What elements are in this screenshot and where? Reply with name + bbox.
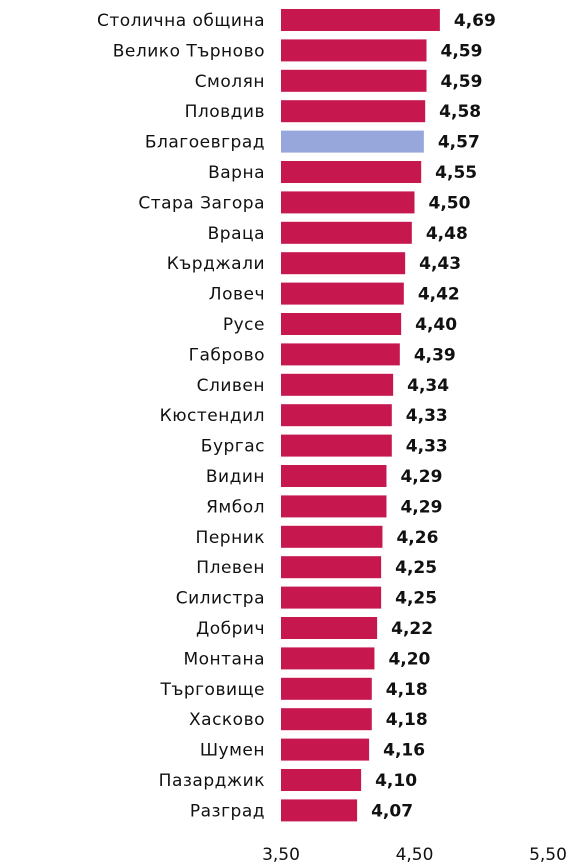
- bar: [281, 161, 422, 183]
- value-label: 4,26: [396, 528, 438, 548]
- bar: [281, 343, 400, 366]
- category-label: Стара Загора: [138, 193, 265, 213]
- category-label: Кюстендил: [160, 406, 265, 426]
- category-label: Смолян: [195, 72, 265, 92]
- category-label: Монтана: [183, 649, 265, 669]
- category-label: Шумен: [200, 741, 265, 761]
- bar: [281, 282, 404, 305]
- category-label: Ямбол: [206, 497, 265, 517]
- bar: [281, 221, 412, 244]
- value-label: 4,40: [415, 315, 457, 335]
- bar: [281, 130, 424, 153]
- bar: [281, 69, 427, 92]
- category-label: Разград: [190, 801, 265, 821]
- category-label: Русе: [223, 315, 265, 335]
- category-label: Бургас: [201, 437, 265, 457]
- bar: [281, 404, 392, 427]
- x-tick-label: 3,50: [262, 845, 300, 865]
- bar: [281, 252, 406, 275]
- category-label: Хасково: [189, 710, 265, 730]
- bar: [281, 738, 370, 761]
- bar: [281, 373, 394, 396]
- value-label: 4,39: [414, 345, 456, 365]
- value-label: 4,20: [388, 649, 430, 669]
- value-label: 4,59: [441, 72, 483, 92]
- value-label: 4,18: [386, 710, 428, 730]
- category-label: Сливен: [197, 376, 265, 396]
- category-label: Силистра: [176, 589, 265, 609]
- category-label: Търговище: [159, 680, 265, 700]
- category-label: Велико Търново: [113, 41, 265, 61]
- value-label: 4,42: [418, 285, 460, 305]
- bar: [281, 313, 402, 335]
- bar: [281, 556, 382, 579]
- bar: [281, 434, 392, 457]
- x-tick-label: 5,50: [529, 845, 567, 865]
- category-label: Пазарджик: [159, 771, 265, 791]
- category-label: Столична община: [97, 11, 265, 31]
- category-label: Плевен: [196, 558, 265, 578]
- category-label: Ловеч: [209, 285, 265, 305]
- value-label: 4,29: [400, 467, 442, 487]
- bar: [281, 677, 372, 700]
- value-label: 4,33: [406, 406, 448, 426]
- category-label: Кърджали: [167, 254, 265, 274]
- value-label: 4,43: [419, 254, 461, 274]
- bar: [281, 9, 440, 31]
- value-label: 4,50: [429, 193, 471, 213]
- value-label: 4,25: [395, 589, 437, 609]
- bar: [281, 617, 378, 639]
- category-label: Габрово: [189, 345, 265, 365]
- value-label: 4,34: [407, 376, 449, 396]
- value-label: 4,22: [391, 619, 433, 639]
- bar: [281, 39, 427, 62]
- bar: [281, 586, 382, 609]
- value-label: 4,48: [426, 224, 468, 244]
- value-label: 4,10: [375, 771, 417, 791]
- category-label: Видин: [206, 467, 265, 487]
- bar: [281, 100, 426, 123]
- category-label: Враца: [208, 224, 265, 244]
- category-label: Перник: [196, 528, 265, 548]
- bar: [281, 647, 375, 670]
- value-label: 4,25: [395, 558, 437, 578]
- bar: [281, 708, 372, 731]
- value-label: 4,18: [386, 680, 428, 700]
- x-tick-label: 4,50: [396, 845, 434, 865]
- category-label: Варна: [208, 163, 265, 183]
- value-label: 4,58: [439, 102, 481, 122]
- value-label: 4,55: [435, 163, 477, 183]
- value-label: 4,33: [406, 437, 448, 457]
- value-label: 4,57: [438, 133, 480, 153]
- bar: [281, 495, 387, 518]
- bar: [281, 191, 415, 214]
- value-label: 4,07: [371, 801, 413, 821]
- bar: [281, 799, 358, 822]
- bar: [281, 525, 383, 548]
- bar: [281, 465, 387, 487]
- value-label: 4,69: [454, 11, 496, 31]
- category-label: Добрич: [196, 619, 265, 639]
- category-label: Пловдив: [185, 102, 265, 122]
- value-label: 4,59: [441, 41, 483, 61]
- value-label: 4,29: [400, 497, 442, 517]
- value-label: 4,16: [383, 741, 425, 761]
- bar: [281, 769, 362, 791]
- category-label: Благоевград: [145, 133, 265, 153]
